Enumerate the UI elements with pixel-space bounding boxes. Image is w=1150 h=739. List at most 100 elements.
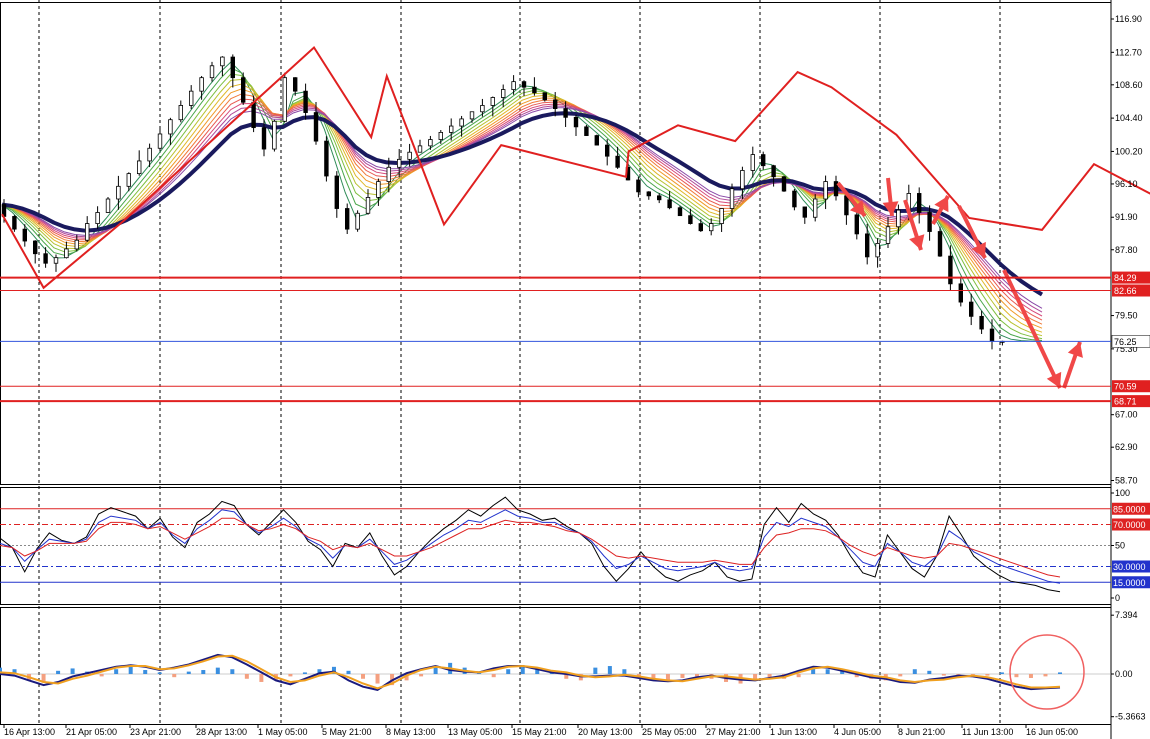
macd-histogram-bar [840,670,845,674]
candle-body [230,56,235,79]
candle-body [209,65,215,79]
candle-body [688,215,693,224]
candle-body [157,133,163,149]
level-tag-label: 68.71 [1114,397,1137,407]
price-panel [0,45,1150,403]
candle-body [313,112,319,142]
candle-body [937,231,943,257]
candle-body [844,195,849,216]
ma-ribbon-line [1,78,1043,337]
time-tick-label: 15 May 21:00 [512,727,567,737]
candle-body [771,165,776,178]
time-tick-label: 13 May 05:00 [448,727,503,737]
candle-body [490,97,495,106]
candle-body [948,255,953,285]
oscillator-level-tag [1112,502,1150,515]
candle-body [188,90,194,106]
time-tick-label: 1 Jun 13:00 [770,727,817,737]
macd-histogram-bar [506,669,511,674]
projection-arrow-head [882,201,899,216]
grid [0,0,1112,739]
macd-histogram-bar [694,674,699,677]
candle-body [240,77,246,103]
slow-ma-line [1,111,1044,297]
macd-histogram-bar [796,674,801,678]
candle-body [126,173,131,187]
axes: 116.90 112.70 108.60 104.40 100.20 96.10 91.90… [3,14,1150,737]
macd-histogram-bar [302,672,307,674]
level-tag-label: 70.59 [1114,382,1137,392]
candle-body [428,139,433,147]
time-tick-label: 11 Jun 13:00 [962,727,1013,737]
macd-histogram-bar [912,669,917,674]
candle-body [989,328,995,342]
candle-body [823,181,828,200]
oscillator-panel [0,496,1111,593]
macd-histogram-bar [927,670,932,674]
oscillator-series-line [0,509,1061,584]
macd-histogram-bar [201,670,206,674]
macd-histogram-bar [680,674,685,678]
candle-body [386,166,391,182]
time-tick-label: 5 May 21:00 [322,727,372,737]
candle-body [542,92,547,101]
macd-histogram-bar [593,667,598,674]
macd-histogram-bar [941,674,946,676]
candle-body [480,105,485,113]
macd-histogram-bar [811,666,816,674]
candle-body [396,158,402,168]
candle-body [33,240,38,255]
ma-ribbon-line [1,67,1043,341]
candle-body [500,89,506,98]
candle-body [344,208,350,230]
macd-histogram-bar [753,674,758,681]
candle-body [251,101,256,129]
candle-body [459,118,464,127]
time-tick-label: 20 May 13:00 [578,727,633,737]
time-tick-label: 1 May 05:00 [258,727,308,737]
ma-ribbon-line [1,88,1043,329]
price-tick-label: 75.30 [1115,344,1138,354]
macd-histogram-bar [825,669,830,674]
macd-histogram-bar [346,670,351,674]
macd-histogram-bar [651,674,656,679]
level-tag [1112,395,1150,408]
candle-body [292,77,298,92]
oscillator-level-tag-label: 70.0000 [1113,520,1146,530]
macd-histogram-bar [0,667,2,674]
candle-body [43,253,48,264]
candle-body [646,191,651,197]
macd-histogram-bar [41,674,46,683]
candle-body [376,181,381,198]
candle-body [324,140,329,177]
zigzag-line [1,45,1150,290]
macd-histogram-bar [361,674,366,679]
ma-ribbon-line [1,105,1043,313]
macd-histogram-bar [404,674,409,681]
candle-body [74,239,79,250]
candle-body [875,243,880,258]
price-tick-label: 79.50 [1115,311,1138,321]
candle-body [220,56,225,67]
macd-histogram-bar [622,669,627,674]
macd-histogram-bar [535,668,540,674]
candle-body [168,119,173,135]
price-tick-label: 58.70 [1115,476,1138,486]
macd-histogram-bar [128,666,133,674]
candle-body [334,175,339,209]
candle-body [199,77,204,92]
candle-body [958,283,963,303]
macd-histogram-bar [12,669,17,674]
candle-body [85,223,90,241]
macd-histogram-bar [259,674,264,682]
macd-histogram-bar [99,674,104,677]
candle-body [792,190,797,208]
candle-body [272,120,277,150]
oscillator-level-tag [1112,518,1150,531]
level-tag-label: 84.29 [1114,273,1137,283]
candle-body [563,108,568,118]
level-tag [1112,271,1150,284]
macd-histogram-bar [419,674,424,677]
